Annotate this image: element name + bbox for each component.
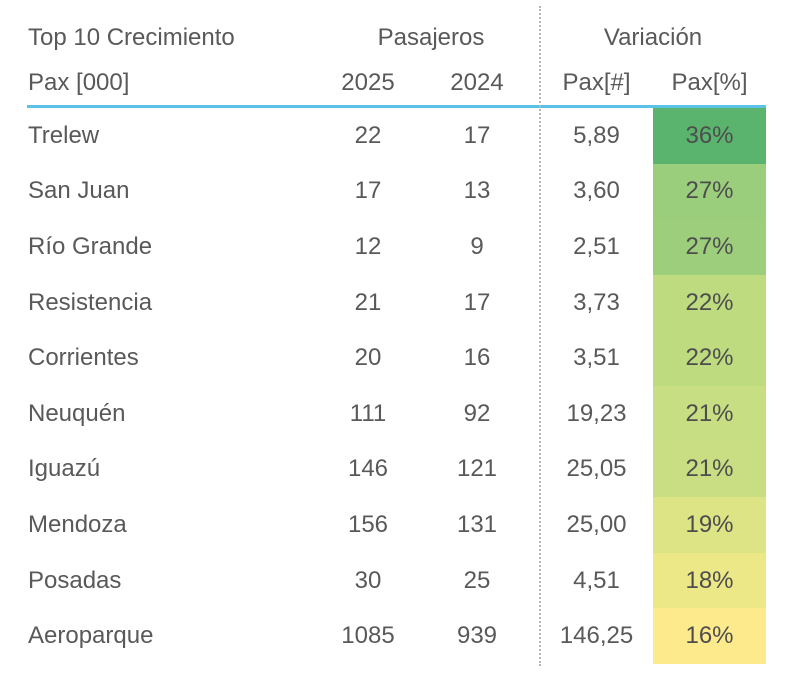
table-body: Trelew 22 17 5,89 36% San Juan 17 13 3,60 27% Río … xyxy=(28,108,766,664)
airport-name: Resistencia xyxy=(28,288,153,316)
column-header-2025: 2025 xyxy=(341,69,395,96)
pax-2025: 22 xyxy=(354,121,382,149)
pax-variation-abs: 5,89 xyxy=(573,121,620,149)
airport-name: Mendoza xyxy=(28,510,127,538)
pax-variation-abs: 146,25 xyxy=(559,622,634,650)
airport-name: Río Grande xyxy=(28,232,153,260)
pax-2025: 17 xyxy=(354,177,382,205)
pax-2024: 13 xyxy=(463,177,491,205)
table-title: Top 10 Crecimiento xyxy=(28,23,235,51)
table-header-columns: Pax [000] 2025 2024 Pax[#] Pax[%] xyxy=(28,61,800,105)
group-header-pasajeros: Pasajeros xyxy=(377,23,485,51)
pax-2025: 156 xyxy=(347,510,389,538)
airport-name: Iguazú xyxy=(28,455,101,483)
airport-name: Posadas xyxy=(28,566,122,594)
pax-variation-pct: 21% xyxy=(653,441,766,498)
airport-name: Aeroparque xyxy=(28,622,154,650)
pax-variation-abs: 25,00 xyxy=(566,510,627,538)
pax-variation-pct: 21% xyxy=(653,385,766,442)
table-row: Iguazú 146 121 25,05 21% xyxy=(28,441,766,498)
pax-variation-pct: 16% xyxy=(653,608,766,664)
pax-2024: 16 xyxy=(463,344,491,372)
pax-2025: 12 xyxy=(354,232,382,260)
airport-name: Neuquén xyxy=(28,399,126,427)
pax-variation-abs: 3,73 xyxy=(573,288,620,316)
pax-2025: 30 xyxy=(354,566,382,594)
table-row: Aeroparque 1085 939 146,25 16% xyxy=(28,608,766,664)
pax-variation-abs: 19,23 xyxy=(566,399,627,427)
pax-2024: 92 xyxy=(463,399,491,427)
pax-2025: 21 xyxy=(354,288,382,316)
pax-variation-pct: 18% xyxy=(653,552,766,609)
pax-variation-pct: 36% xyxy=(653,108,766,164)
pax-2025: 1085 xyxy=(341,622,395,650)
table-row: San Juan 17 13 3,60 27% xyxy=(28,163,766,220)
pax-2024: 939 xyxy=(456,622,498,650)
table-row: Trelew 22 17 5,89 36% xyxy=(28,108,766,164)
pax-variation-pct: 27% xyxy=(653,163,766,220)
pax-variation-pct: 22% xyxy=(653,330,766,386)
pax-variation-pct: 19% xyxy=(653,497,766,553)
pax-2024: 121 xyxy=(456,455,498,483)
pax-variation-abs: 25,05 xyxy=(566,455,627,483)
airport-name: Trelew xyxy=(28,121,100,149)
airport-name: Corrientes xyxy=(28,344,139,372)
pax-variation-abs: 2,51 xyxy=(573,232,620,260)
group-header-variacion: Variación xyxy=(603,23,703,51)
pax-variation-abs: 3,60 xyxy=(573,177,620,205)
table-row: Mendoza 156 131 25,00 19% xyxy=(28,497,766,553)
pax-2024: 9 xyxy=(470,232,484,260)
pax-2024: 17 xyxy=(463,288,491,316)
table-row: Resistencia 21 17 3,73 22% xyxy=(28,274,766,331)
column-header-2024: 2024 xyxy=(450,69,504,96)
pax-2025: 146 xyxy=(347,455,389,483)
table-row: Neuquén 111 92 19,23 21% xyxy=(28,385,766,442)
pax-variation-abs: 4,51 xyxy=(573,566,620,594)
table-header-groups: Top 10 Crecimiento Pasajeros Variación xyxy=(28,14,800,61)
pax-variation-pct: 27% xyxy=(653,219,766,275)
pax-2025: 20 xyxy=(354,344,382,372)
column-header-pax-abs: Pax[#] xyxy=(562,69,631,96)
pax-2025: 111 xyxy=(349,399,387,427)
pax-variation-pct: 22% xyxy=(653,274,766,331)
table-row: Corrientes 20 16 3,51 22% xyxy=(28,330,766,386)
column-divider-dotted-line xyxy=(539,6,541,666)
pax-variation-abs: 3,51 xyxy=(573,344,620,372)
table-row: Posadas 30 25 4,51 18% xyxy=(28,552,766,609)
pax-2024: 25 xyxy=(463,566,491,594)
table-row: Río Grande 12 9 2,51 27% xyxy=(28,219,766,275)
column-header-pax000: Pax [000] xyxy=(28,69,130,96)
column-header-pax-pct: Pax[%] xyxy=(671,69,748,96)
pax-2024: 17 xyxy=(463,121,491,149)
pax-2024: 131 xyxy=(456,510,498,538)
header-underline xyxy=(27,105,766,108)
airport-name: San Juan xyxy=(28,177,130,205)
